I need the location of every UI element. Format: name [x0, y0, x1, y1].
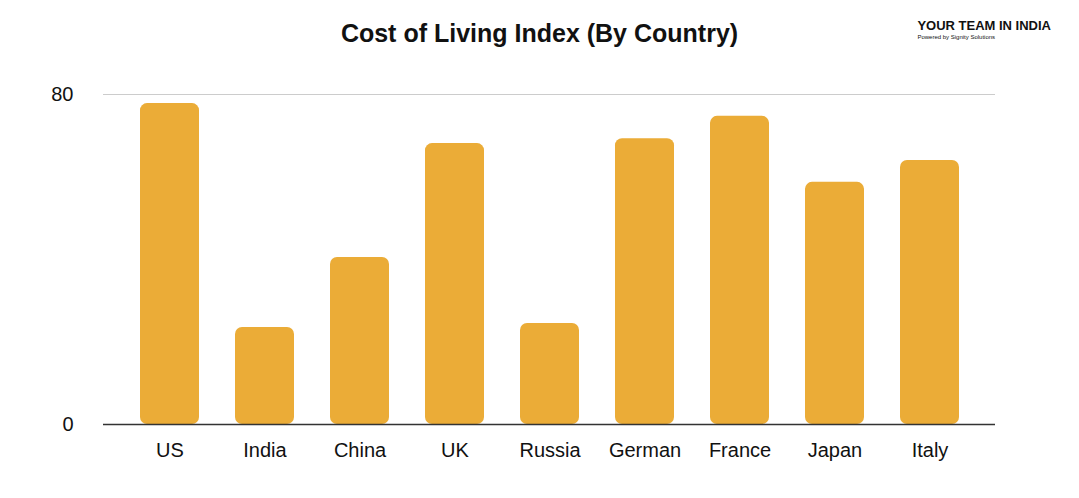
svg-text:France: France [709, 439, 771, 461]
html-text:Cost of Living Index (By Count: Cost of Living Index (By Country) [340, 19, 739, 47]
html-text:YOUR TEAM IN INDIA: YOUR TEAM IN INDIA [917, 18, 1051, 33]
svg-text:Italy: Italy [912, 439, 949, 461]
svg-text:Japan: Japan [808, 439, 863, 461]
svg-text:China: China [334, 439, 387, 461]
svg-text:US: US [156, 439, 184, 461]
svg-text:India: India [243, 439, 287, 461]
svg-text:80: 80 [51, 83, 73, 105]
svg-text:UK: UK [441, 439, 469, 461]
svg-text:0: 0 [62, 413, 73, 435]
svg-text:German: German [609, 439, 681, 461]
html-text:Powered by Signity Solutions: Powered by Signity Solutions [917, 34, 996, 40]
svg-text:Russia: Russia [519, 439, 581, 461]
